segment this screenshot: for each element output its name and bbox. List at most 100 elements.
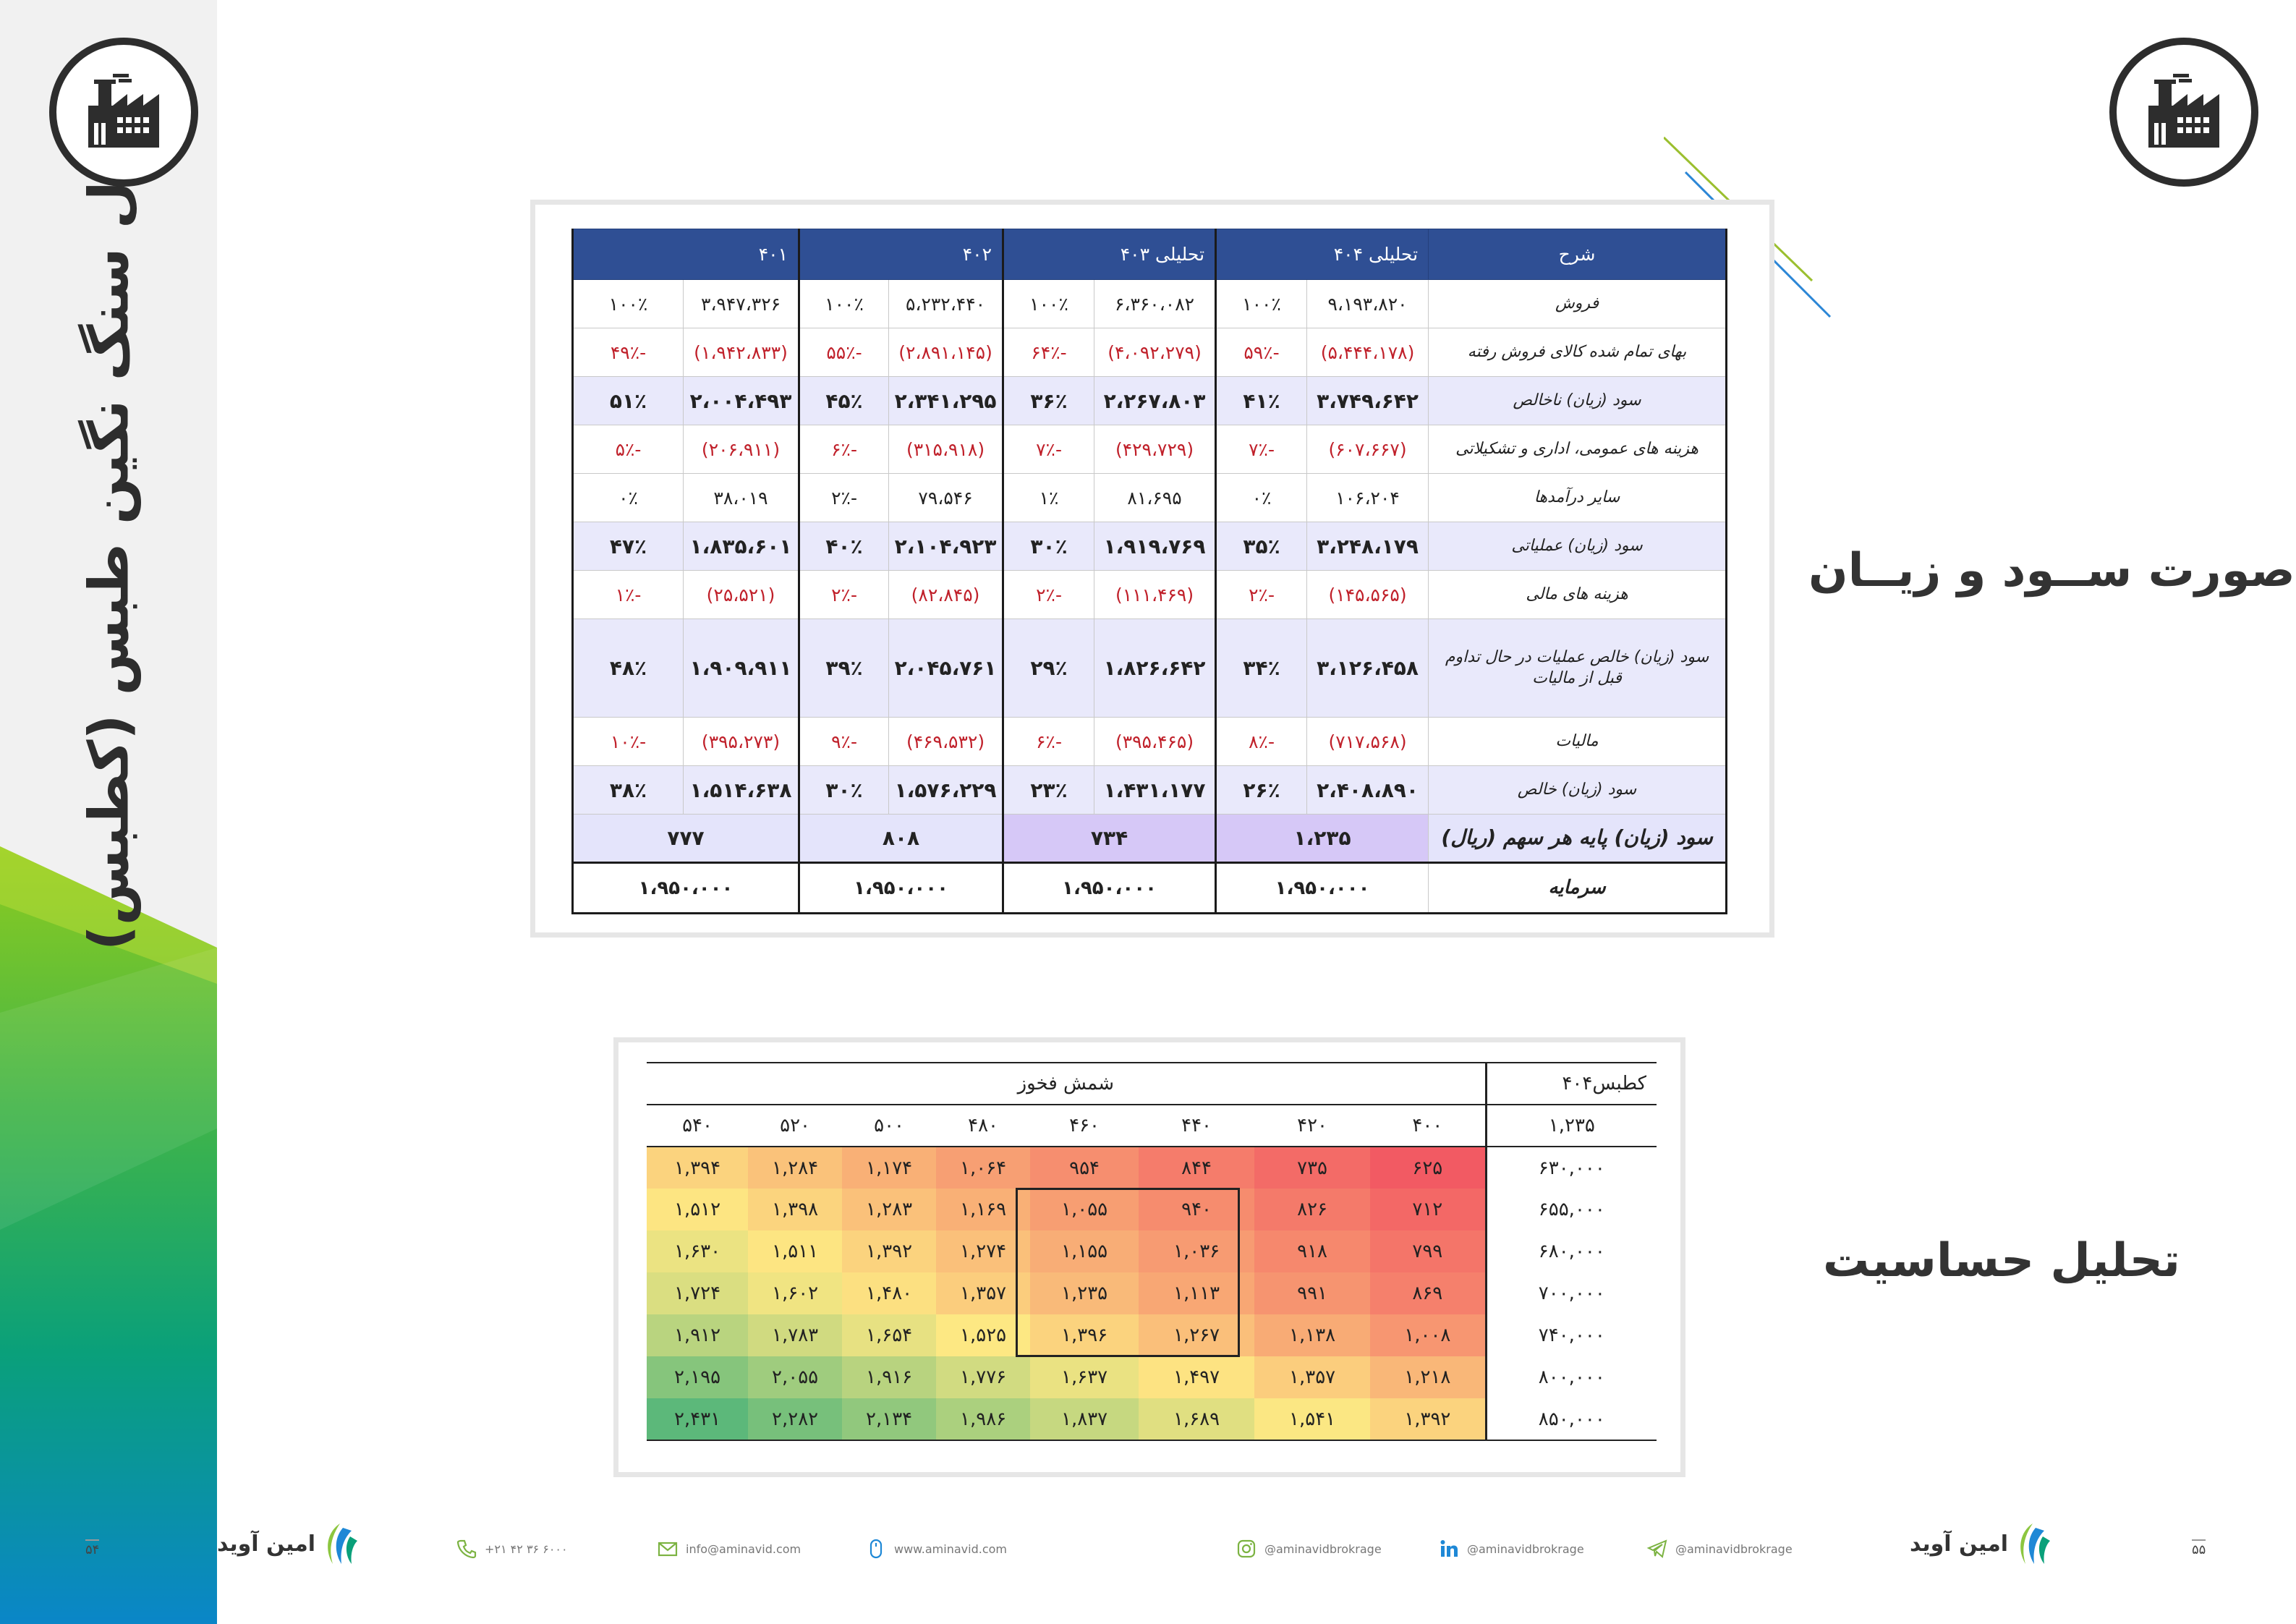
sensitivity-cell: ۷۳۵ bbox=[1254, 1147, 1371, 1189]
sensitivity-cell: ۱,۲۶۷ bbox=[1139, 1314, 1255, 1356]
eps-value-402: ۸۰۸ bbox=[798, 814, 1004, 863]
linkedin-text: @aminavidbrokrage bbox=[1467, 1542, 1584, 1556]
header-year-403: تحلیلی ۴۰۳ bbox=[1002, 229, 1217, 280]
factory-logo-left bbox=[49, 38, 198, 187]
sensitivity-cell: ۱,۲۸۳ bbox=[842, 1189, 937, 1230]
header-year-402: ۴۰۲ bbox=[798, 229, 1004, 280]
sensitivity-cell: ۱,۳۵۷ bbox=[1254, 1356, 1371, 1398]
brand-left: امین آوید bbox=[217, 1521, 359, 1567]
sensitivity-cell: ۱,۹۱۲ bbox=[647, 1314, 749, 1356]
percent-401: -۵٪ bbox=[571, 425, 684, 474]
value-404: ۳،۷۴۹،۶۴۲ bbox=[1306, 376, 1429, 425]
footer-telegram[interactable]: @aminavidbrokrage bbox=[1646, 1516, 1793, 1581]
sensitivity-cell: ۱,۷۲۴ bbox=[647, 1272, 749, 1314]
brand-name-right: امین آوید bbox=[1910, 1531, 2009, 1557]
income-row: سایر درآمدها ۱۰۶،۲۰۴ ۰٪ ۸۱،۶۹۵ ۱٪ ۷۹،۵۴۶ -۲٪ ۳۸… bbox=[571, 473, 1728, 522]
footer-website[interactable]: www.aminavid.com bbox=[865, 1516, 1007, 1581]
sensitivity-row-header: ۶۵۵,۰۰۰ bbox=[1484, 1189, 1657, 1230]
value-403: (۳۹۵،۴۶۵) bbox=[1094, 717, 1217, 766]
instagram-text: @aminavidbrokrage bbox=[1264, 1542, 1382, 1556]
sensitivity-corner-label: کطبس۴۰۴ bbox=[1484, 1063, 1657, 1105]
footer-linkedin[interactable]: @aminavidbrokrage bbox=[1438, 1516, 1584, 1581]
sensitivity-cell: ۱,۴۸۰ bbox=[842, 1272, 937, 1314]
percent-403: -۶٪ bbox=[1002, 717, 1095, 766]
sensitivity-cell: ۱,۳۹۸ bbox=[748, 1189, 843, 1230]
sensitivity-cell: ۲,۱۹۵ bbox=[647, 1356, 749, 1398]
percent-404: ۳۵٪ bbox=[1215, 522, 1308, 571]
value-404: ۳،۲۴۸،۱۷۹ bbox=[1306, 522, 1429, 571]
brand-logo-icon bbox=[2020, 1523, 2051, 1564]
telegram-text: @aminavidbrokrage bbox=[1675, 1542, 1793, 1556]
percent-404: -۷٪ bbox=[1215, 425, 1308, 474]
sensitivity-cell: ۲,۰۵۵ bbox=[748, 1356, 843, 1398]
value-402: (۲،۸۹۱،۱۴۵) bbox=[888, 328, 1004, 377]
percent-403: ۳۰٪ bbox=[1002, 522, 1095, 571]
sensitivity-col-header: ۴۴۰ bbox=[1139, 1105, 1255, 1147]
income-row: سود (زیان) خالص عملیات در حال تداوم قبل … bbox=[571, 618, 1728, 718]
sensitivity-cell: ۱,۲۳۵ bbox=[1030, 1272, 1139, 1314]
footer-email[interactable]: info@aminavid.com bbox=[657, 1516, 801, 1581]
value-402: (۴۶۹،۵۳۲) bbox=[888, 717, 1004, 766]
value-403: ۱،۸۲۶،۶۴۲ bbox=[1094, 618, 1217, 718]
sensitivity-row: ۷۴۰,۰۰۰ ۱,۰۰۸ ۱,۱۳۸ ۱,۲۶۷ ۱,۳۹۶ ۱,۵۲۵ ۱,۶۵۴ ۱,۷… bbox=[647, 1314, 1657, 1356]
percent-402: ۴۵٪ bbox=[798, 376, 890, 425]
sensitivity-cell: ۱,۰۳۶ bbox=[1139, 1230, 1255, 1272]
sensitivity-cell: ۹۱۸ bbox=[1254, 1230, 1371, 1272]
value-403: ۱،۴۳۱،۱۷۷ bbox=[1094, 765, 1217, 815]
sensitivity-cell: ۱,۷۷۶ bbox=[936, 1356, 1031, 1398]
value-403: ۲،۲۶۷،۸۰۳ bbox=[1094, 376, 1217, 425]
percent-401: ۳۸٪ bbox=[571, 765, 684, 815]
percent-404: ۰٪ bbox=[1215, 473, 1308, 522]
row-label: بهای تمام شده کالای فروش رفته bbox=[1428, 328, 1728, 377]
sensitivity-cell: ۱,۰۰۸ bbox=[1370, 1314, 1487, 1356]
sensitivity-table: کطبس۴۰۴ شمش فخوز ۱,۲۳۵ ۴۰۰ ۴۲۰ ۴۴۰ ۴۶۰ ۴۸۰ ۵۰… bbox=[647, 1062, 1657, 1441]
value-403: (۱۱۱،۴۶۹) bbox=[1094, 570, 1217, 619]
sensitivity-cell: ۱,۶۳۰ bbox=[647, 1230, 749, 1272]
footer-phone[interactable]: +۲۱ ۴۲ ۳۶ ۶۰۰۰ bbox=[456, 1516, 568, 1581]
capital-label: سرمایه bbox=[1428, 862, 1728, 914]
value-401: ۳۸،۰۱۹ bbox=[683, 473, 800, 522]
value-401: ۱،۹۰۹،۹۱۱ bbox=[683, 618, 800, 718]
value-402: ۷۹،۵۴۶ bbox=[888, 473, 1004, 522]
value-401: ۱،۸۳۵،۶۰۱ bbox=[683, 522, 800, 571]
email-icon bbox=[658, 1542, 678, 1557]
sensitivity-cell: ۱,۳۹۲ bbox=[1370, 1398, 1487, 1440]
sensitivity-cell: ۷۱۲ bbox=[1370, 1189, 1487, 1230]
sensitivity-cell: ۱,۹۸۶ bbox=[936, 1398, 1031, 1440]
brand-name-left: امین آوید bbox=[217, 1531, 316, 1557]
side-panel: زغال سنگ نگین طبس (کطبس) bbox=[0, 0, 217, 1624]
sensitivity-row-header: ۷۴۰,۰۰۰ bbox=[1484, 1314, 1657, 1356]
sensitivity-row-header: ۶۳۰,۰۰۰ bbox=[1484, 1147, 1657, 1189]
eps-value-401: ۷۷۷ bbox=[571, 814, 800, 863]
value-402: ۲،۰۴۵،۷۶۱ bbox=[888, 618, 1004, 718]
eps-value-404: ۱،۲۳۵ bbox=[1215, 814, 1429, 863]
income-row: سود (زیان) خالص ۲،۴۰۸،۸۹۰ ۲۶٪ ۱،۴۳۱،۱۷۷ ۲۳٪ ۱… bbox=[571, 765, 1728, 815]
sensitivity-corner-value: ۱,۲۳۵ bbox=[1484, 1105, 1657, 1147]
footer: امین آوید +۲۱ ۴۲ ۳۶ ۶۰۰۰ info@aminavid.c… bbox=[217, 1516, 2296, 1581]
footer-instagram[interactable]: @aminavidbrokrage bbox=[1236, 1516, 1382, 1581]
income-row: هزینه های عمومی، اداری و تشکیلاتی (۶۰۷،۶۶… bbox=[571, 425, 1728, 474]
income-row: سود (زیان) عملیاتی ۳،۲۴۸،۱۷۹ ۳۵٪ ۱،۹۱۹،۷۶۹ ۳… bbox=[571, 522, 1728, 571]
income-row: فروش ۹،۱۹۳،۸۲۰ ۱۰۰٪ ۶،۳۶۰،۰۸۲ ۱۰۰٪ ۵،۲۳۲،۴۴۰ ۱… bbox=[571, 279, 1728, 328]
value-401: (۱،۹۴۲،۸۳۳) bbox=[683, 328, 800, 377]
phone-icon bbox=[456, 1539, 477, 1559]
row-label: سود (زیان) خالص عملیات در حال تداوم قبل … bbox=[1428, 618, 1728, 718]
percent-403: ۱٪ bbox=[1002, 473, 1095, 522]
sensitivity-cell: ۲,۱۳۴ bbox=[842, 1398, 937, 1440]
sensitivity-col-header: ۴۸۰ bbox=[936, 1105, 1031, 1147]
row-label: سایر درآمدها bbox=[1428, 473, 1728, 522]
sensitivity-cell: ۲,۲۸۲ bbox=[748, 1398, 843, 1440]
sensitivity-cell: ۶۲۵ bbox=[1370, 1147, 1487, 1189]
value-402: ۲،۳۴۱،۲۹۵ bbox=[888, 376, 1004, 425]
percent-402: ۳۰٪ bbox=[798, 765, 890, 815]
percent-402: -۲٪ bbox=[798, 570, 890, 619]
row-label: سود (زیان) خالص bbox=[1428, 765, 1728, 815]
sensitivity-row: ۸۰۰,۰۰۰ ۱,۲۱۸ ۱,۳۵۷ ۱,۴۹۷ ۱,۶۳۷ ۱,۷۷۶ ۱,۹۱۶ ۲,۰… bbox=[647, 1356, 1657, 1398]
percent-401: -۱٪ bbox=[571, 570, 684, 619]
percent-404: ۲۶٪ bbox=[1215, 765, 1308, 815]
sensitivity-cell: ۸۲۶ bbox=[1254, 1189, 1371, 1230]
capital-value-403: ۱،۹۵۰،۰۰۰ bbox=[1002, 862, 1217, 914]
capital-value-404: ۱،۹۵۰،۰۰۰ bbox=[1215, 862, 1429, 914]
sensitivity-cell: ۱,۳۵۷ bbox=[936, 1272, 1031, 1314]
percent-402: ۴۰٪ bbox=[798, 522, 890, 571]
